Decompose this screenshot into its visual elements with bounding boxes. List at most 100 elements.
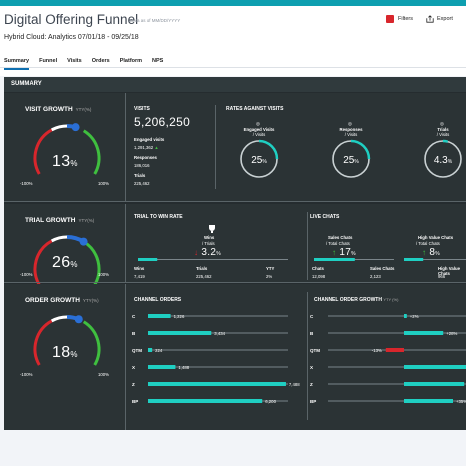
responses-value: 186,016	[134, 163, 150, 168]
rates-title: RATES AGAINST VISITS	[226, 106, 284, 112]
channel-label: Z	[132, 382, 135, 387]
channel-value: 1,488	[178, 365, 189, 370]
tab-summary[interactable]: Summary	[4, 58, 30, 70]
trial-stat-value: 225,462	[196, 274, 212, 279]
channel-value: 3,434	[214, 331, 225, 336]
engaged-visits-value: 1,291,362 ▲	[134, 145, 159, 150]
channel-orders-chart: C 1,226 B 3,434 QTM 224 X 1,488 Z 7,488 BP 6,200	[132, 314, 300, 404]
channel-track	[148, 349, 288, 351]
responses-label: Responses	[134, 155, 157, 160]
filters-button[interactable]: Filters	[386, 15, 413, 23]
channel-label: C	[132, 314, 136, 319]
tab-platform[interactable]: Platform	[119, 58, 143, 64]
rate-1-metric: Responses / Visits 25%	[316, 127, 386, 186]
rate-2-value: 4.3%	[434, 155, 453, 166]
rate-2-ring-fill	[442, 139, 449, 143]
rate-2-metric: Trials / Visits 4.3%	[408, 127, 466, 186]
visit-gauge-min: -100%	[20, 181, 33, 186]
row-divider-2	[4, 282, 466, 283]
order-growth-kpi: ORDER GROWTH YTY(%) 18% -100% 100%	[4, 284, 126, 430]
chat-metric-bar	[404, 258, 466, 261]
visit-growth-value: 13%	[52, 153, 78, 170]
header-divider	[0, 67, 466, 68]
channel-bar	[148, 348, 153, 352]
visit-growth-gauge	[33, 123, 101, 175]
rate-2-sub: / Visits	[436, 132, 450, 137]
channel-bar	[148, 382, 286, 386]
visit-gauge-max: 100%	[98, 181, 109, 186]
rate-1-ring-fill	[350, 139, 371, 160]
rate-icon: ◎	[440, 121, 444, 126]
gauge-neg-arc	[33, 128, 53, 175]
trial-growth-value: 26%	[52, 254, 78, 271]
export-button[interactable]: Export	[426, 15, 453, 23]
channel-yty-title: CHANNEL ORDER GROWTH YTY (%)	[314, 297, 399, 303]
summary-header: SUMMARY	[4, 77, 466, 92]
yty-label: BP	[310, 399, 316, 404]
chat-bar-fill	[404, 258, 424, 261]
chat-stat-label: High Value Chats	[438, 266, 460, 276]
gauge-knob	[74, 315, 83, 324]
gauge-neutral-arc	[50, 315, 68, 323]
yty-label: Z	[310, 382, 313, 387]
yty-track	[328, 400, 466, 402]
trial-stat-value: 2%	[266, 274, 273, 279]
channel-label: BP	[132, 399, 138, 404]
yty-track	[328, 383, 466, 385]
rate-0-sub: / Visits	[252, 132, 266, 137]
rate-2-ring: 4.3%	[424, 139, 462, 178]
gauge-neg-arc	[33, 319, 53, 366]
yty-value: +35%	[456, 399, 466, 404]
gauge-pos-arc	[82, 129, 101, 175]
channel-track	[148, 366, 288, 368]
channel-value: 7,488	[289, 382, 300, 387]
yty-track	[328, 315, 466, 317]
page-title: Digital Offering Funnel	[4, 12, 139, 27]
yty-bar	[404, 331, 444, 335]
channel-value: 6,200	[265, 399, 276, 404]
trial-win-title: TRIAL TO WIN RATE	[134, 214, 183, 220]
rate-1-value: 25%	[343, 155, 359, 166]
order-growth-title: ORDER GROWTH YTY(%)	[25, 297, 99, 304]
yty-bar	[404, 399, 453, 403]
order-gauge-min: -100%	[20, 372, 33, 377]
gauge-neutral-arc	[50, 235, 68, 243]
yty-label: X	[310, 365, 313, 370]
page-subtitle: Hybrid Cloud: Analytics 07/01/18 - 09/25…	[4, 34, 139, 41]
chat-bar-fill	[314, 258, 355, 261]
filters-label: Filters	[398, 16, 413, 22]
trial-gauge-max: 100%	[98, 272, 109, 277]
export-icon	[426, 15, 434, 23]
tab-visits[interactable]: Visits	[67, 58, 82, 64]
rate-0-value: 25%	[251, 155, 267, 166]
win-bar-fill	[138, 258, 158, 261]
gauge-neg-arc	[33, 239, 53, 285]
trial-growth-title: TRIAL GROWTH YTY(%)	[25, 217, 95, 224]
yty-track	[328, 332, 466, 334]
visits-label: VISITS	[134, 106, 150, 112]
rate-1-name: Responses	[339, 127, 363, 132]
channel-bar	[148, 314, 171, 318]
channel-orders-title: CHANNEL ORDERS	[134, 297, 182, 303]
tab-orders[interactable]: Orders	[91, 58, 110, 64]
engaged-visits-label: Engaged visits	[134, 137, 165, 142]
trial-stat-value: 7,419	[134, 274, 145, 279]
chat-metric-value: ↑ 8%	[422, 247, 441, 258]
gauge-knob	[79, 237, 88, 246]
channel-bar	[148, 331, 212, 335]
tab-nps[interactable]: NPS	[152, 58, 164, 64]
channel-label: QTM	[132, 348, 142, 353]
wins-label: Wins	[204, 235, 215, 240]
rate-1-pct: %	[354, 159, 359, 165]
channel-label: B	[132, 331, 136, 336]
win-rate-value: ↓ 3.2%	[194, 247, 221, 258]
yty-divider	[307, 292, 308, 420]
chat-stat-label: Sales Chats	[370, 266, 395, 271]
visit-growth-kpi: VISIT GROWTH YTY(%) 13% -100% 100%	[4, 93, 126, 201]
tab-funnel[interactable]: Funnel	[39, 58, 58, 64]
visit-row: VISIT GROWTH YTY(%) 13% -100% 100% VISITS…	[4, 93, 466, 201]
chat-metric-name: Sales Chats	[328, 235, 353, 240]
gauge-pos-arc	[82, 240, 101, 285]
channel-bar	[148, 399, 263, 403]
